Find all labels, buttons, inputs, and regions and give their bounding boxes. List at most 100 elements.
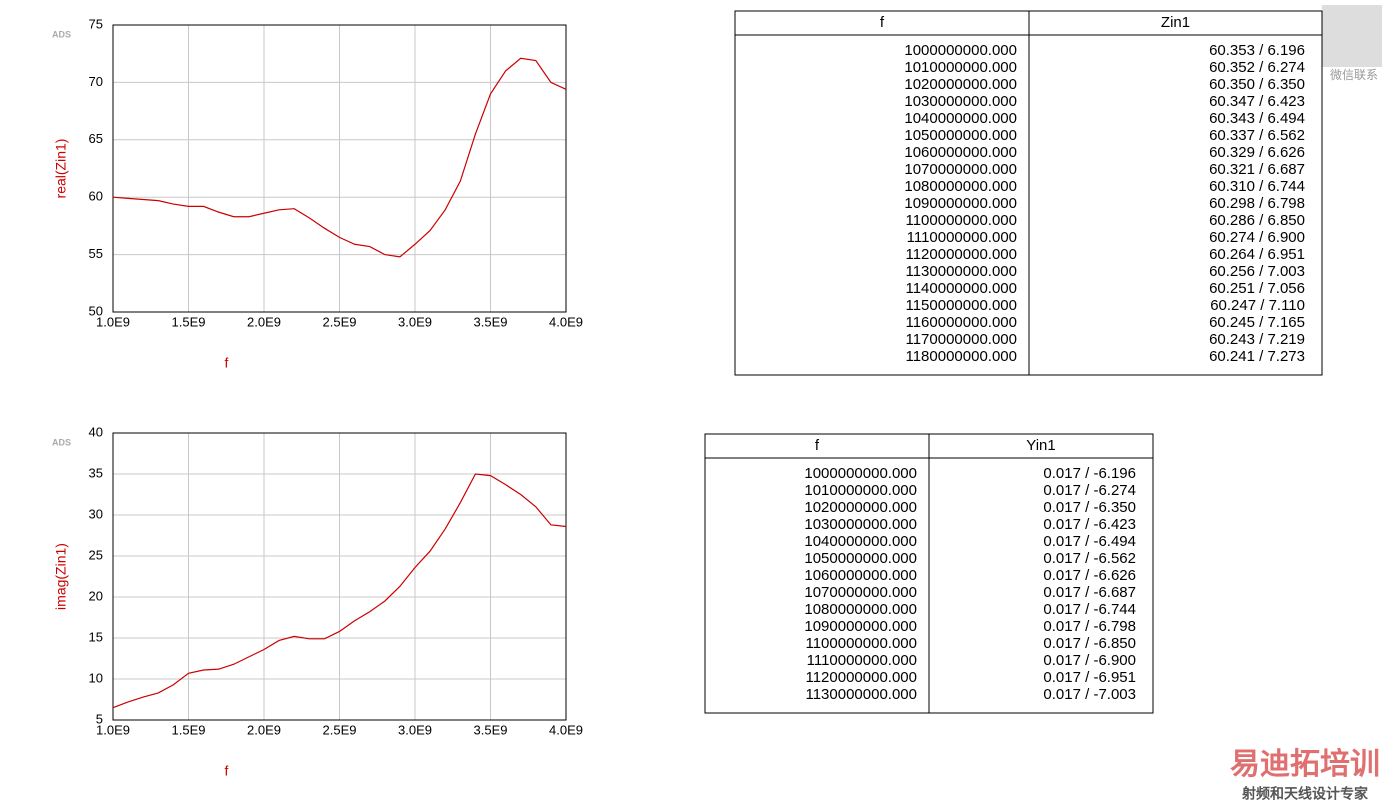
x-tick-label: 3.0E9 [398,722,432,737]
x-axis-label: f [225,763,229,779]
table-cell: 60.350 / 6.350 [1209,76,1305,93]
table-cell: 1040000000.000 [804,533,917,550]
table-cell: 0.017 / -6.274 [1043,482,1136,499]
logo: ADS [52,29,71,39]
table-cell: 60.247 / 7.110 [1210,297,1305,314]
y-tick-label: 55 [89,246,103,261]
table-cell: 1160000000.000 [905,314,1017,331]
table-cell: 1100000000.000 [805,635,917,652]
table-cell: 1040000000.000 [904,110,1017,127]
table-cell: 60.243 / 7.219 [1209,331,1305,348]
table-cell: 1120000000.000 [905,246,1017,263]
table-cell: 1140000000.000 [905,280,1017,297]
table-cell: 0.017 / -6.423 [1043,516,1136,533]
data-line [112,57,567,258]
table-cell: 0.017 / -6.626 [1043,567,1136,584]
table-cell: 0.017 / -6.687 [1043,584,1136,601]
table-cell: 1020000000.000 [904,76,1017,93]
table-cell: 1090000000.000 [904,195,1017,212]
table-cell: 60.245 / 7.165 [1209,314,1305,331]
table-cell: 0.017 / -7.003 [1043,686,1136,703]
table-cell: 1070000000.000 [904,161,1017,178]
y-tick-label: 10 [89,670,103,685]
table-cell: 1170000000.000 [905,331,1017,348]
y-axis-label: imag(Zin1) [53,543,69,610]
table-cell: 0.017 / -6.562 [1043,550,1136,567]
table-cell: 0.017 / -6.850 [1043,635,1136,652]
table-cell: 1080000000.000 [804,601,917,618]
table-cell: 0.017 / -6.494 [1043,533,1136,550]
table-cell: 1100000000.000 [905,212,1017,229]
table-cell: 1120000000.000 [805,669,917,686]
y-axis-label: real(Zin1) [53,139,69,199]
table-cell: 0.017 / -6.196 [1043,465,1136,482]
y-tick-label: 40 [89,424,103,439]
table-cell: 1030000000.000 [804,516,917,533]
table-cell: 60.241 / 7.273 [1209,348,1305,365]
y-tick-label: 20 [89,588,103,603]
y-tick-label: 30 [89,506,103,521]
table-cell: 1050000000.000 [904,127,1017,144]
table-cell: 1130000000.000 [905,263,1017,280]
table-cell: 60.352 / 6.274 [1209,59,1305,76]
x-tick-label: 2.0E9 [247,314,281,329]
table-cell: 60.256 / 7.003 [1209,263,1305,280]
slogan: 射频和天线设计专家 [1241,786,1369,802]
table-cell: 60.353 / 6.196 [1209,42,1305,59]
table-cell: 1030000000.000 [904,93,1017,110]
table-cell: 0.017 / -6.900 [1043,652,1136,669]
plot-frame [112,432,567,721]
table-cell: 1110000000.000 [807,652,917,669]
table-cell: 0.017 / -6.350 [1043,499,1136,516]
table-cell: 60.329 / 6.626 [1209,144,1305,161]
x-tick-label: 3.0E9 [398,314,432,329]
x-tick-label: 3.5E9 [474,314,508,329]
x-tick-label: 3.5E9 [474,722,508,737]
logo: ADS [52,437,71,447]
y-tick-label: 75 [89,16,103,31]
table-cell: 1180000000.000 [905,348,1017,365]
y-tick-label: 50 [89,303,103,318]
table-cell: 60.310 / 6.744 [1209,178,1305,195]
table-cell: 1070000000.000 [804,584,917,601]
y-tick-label: 65 [89,131,103,146]
table-cell: 1000000000.000 [904,42,1017,59]
table-cell: 1020000000.000 [804,499,917,516]
table-cell: 1010000000.000 [804,482,917,499]
table-header: Zin1 [1161,14,1190,31]
y-tick-label: 15 [89,629,103,644]
x-tick-label: 1.5E9 [172,314,206,329]
qr-caption: 微信联系 [1330,68,1378,82]
x-tick-label: 2.5E9 [323,314,357,329]
table-cell: 60.264 / 6.951 [1209,246,1305,263]
table-cell: 60.337 / 6.562 [1209,127,1305,144]
y-tick-label: 5 [96,711,103,726]
x-tick-label: 1.5E9 [172,722,206,737]
table-cell: 1010000000.000 [904,59,1017,76]
plot-frame [112,24,567,313]
y-tick-label: 70 [89,74,103,89]
table-cell: 60.347 / 6.423 [1209,93,1305,110]
table-cell: 60.274 / 6.900 [1209,229,1305,246]
table-header: f [880,14,885,31]
data-line [112,473,567,709]
table-cell: 1080000000.000 [904,178,1017,195]
table-cell: 1060000000.000 [804,567,917,584]
x-tick-label: 1.0E9 [96,314,130,329]
x-tick-label: 2.5E9 [323,722,357,737]
x-tick-label: 4.0E9 [549,314,583,329]
table-cell: 60.321 / 6.687 [1209,161,1305,178]
x-tick-label: 4.0E9 [549,722,583,737]
table-cell: 1090000000.000 [804,618,917,635]
table-cell: 60.251 / 7.056 [1209,280,1305,297]
table-cell: 1000000000.000 [804,465,917,482]
table-cell: 0.017 / -6.798 [1043,618,1136,635]
x-axis-label: f [225,355,229,371]
table-cell: 60.286 / 6.850 [1209,212,1305,229]
table-cell: 1130000000.000 [805,686,917,703]
table-header: f [815,437,820,454]
qr-code [1322,5,1382,67]
table-cell: 1060000000.000 [904,144,1017,161]
